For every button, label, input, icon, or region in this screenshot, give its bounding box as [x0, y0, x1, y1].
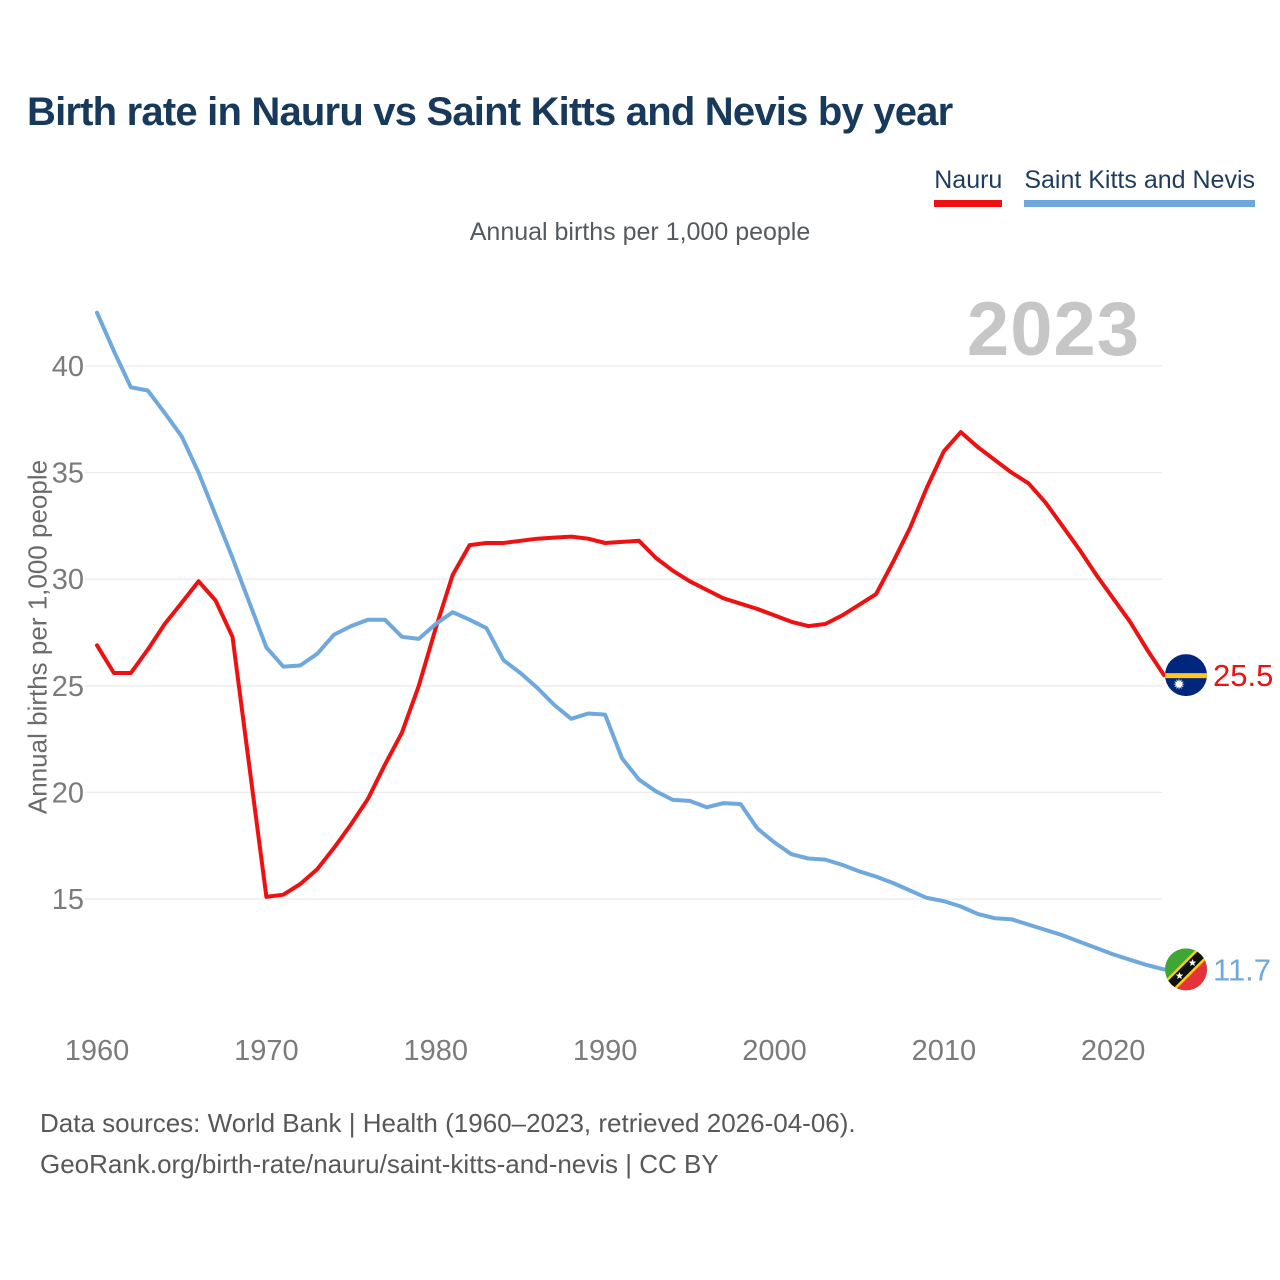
nauru-line	[95, 430, 1166, 899]
x-tick-1990: 1990	[573, 1035, 638, 1067]
legend: Nauru Saint Kitts and Nevis	[934, 166, 1255, 207]
x-tick-2020: 2020	[1081, 1035, 1146, 1067]
y-tick-40: 40	[52, 351, 84, 383]
attribution-line: GeoRank.org/birth-rate/nauru/saint-kitts…	[40, 1149, 719, 1179]
footer: Data sources: World Bank | Health (1960–…	[40, 1103, 856, 1185]
y-tick-15: 15	[52, 884, 84, 916]
data-sources-line: Data sources: World Bank | Health (1960–…	[40, 1108, 856, 1138]
page-title: Birth rate in Nauru vs Saint Kitts and N…	[27, 90, 953, 134]
chart-subtitle: Annual births per 1,000 people	[469, 218, 811, 246]
legend-item-nauru[interactable]: Nauru	[934, 166, 1003, 207]
nauru-flag-icon	[1165, 654, 1207, 697]
x-tick-2000: 2000	[742, 1035, 807, 1067]
nauru-end-value: 25.5	[1213, 658, 1273, 693]
saint-kitts-and-nevis-end-value: 11.7	[1213, 952, 1271, 987]
y-tick-20: 20	[52, 777, 84, 809]
x-tick-1960: 1960	[65, 1035, 130, 1067]
y-tick-35: 35	[52, 458, 84, 490]
x-tick-1980: 1980	[403, 1035, 468, 1067]
x-tick-2010: 2010	[912, 1035, 977, 1067]
x-tick-1970: 1970	[234, 1035, 299, 1067]
saint-kitts-and-nevis-flag-icon	[1165, 948, 1207, 991]
saint-kitts-and-nevis-line	[95, 310, 1166, 972]
y-tick-30: 30	[52, 564, 84, 596]
y-tick-25: 25	[52, 671, 84, 703]
legend-item-saint-kitts-and-nevis[interactable]: Saint Kitts and Nevis	[1024, 166, 1255, 207]
watermark-year: 2023	[966, 287, 1140, 372]
